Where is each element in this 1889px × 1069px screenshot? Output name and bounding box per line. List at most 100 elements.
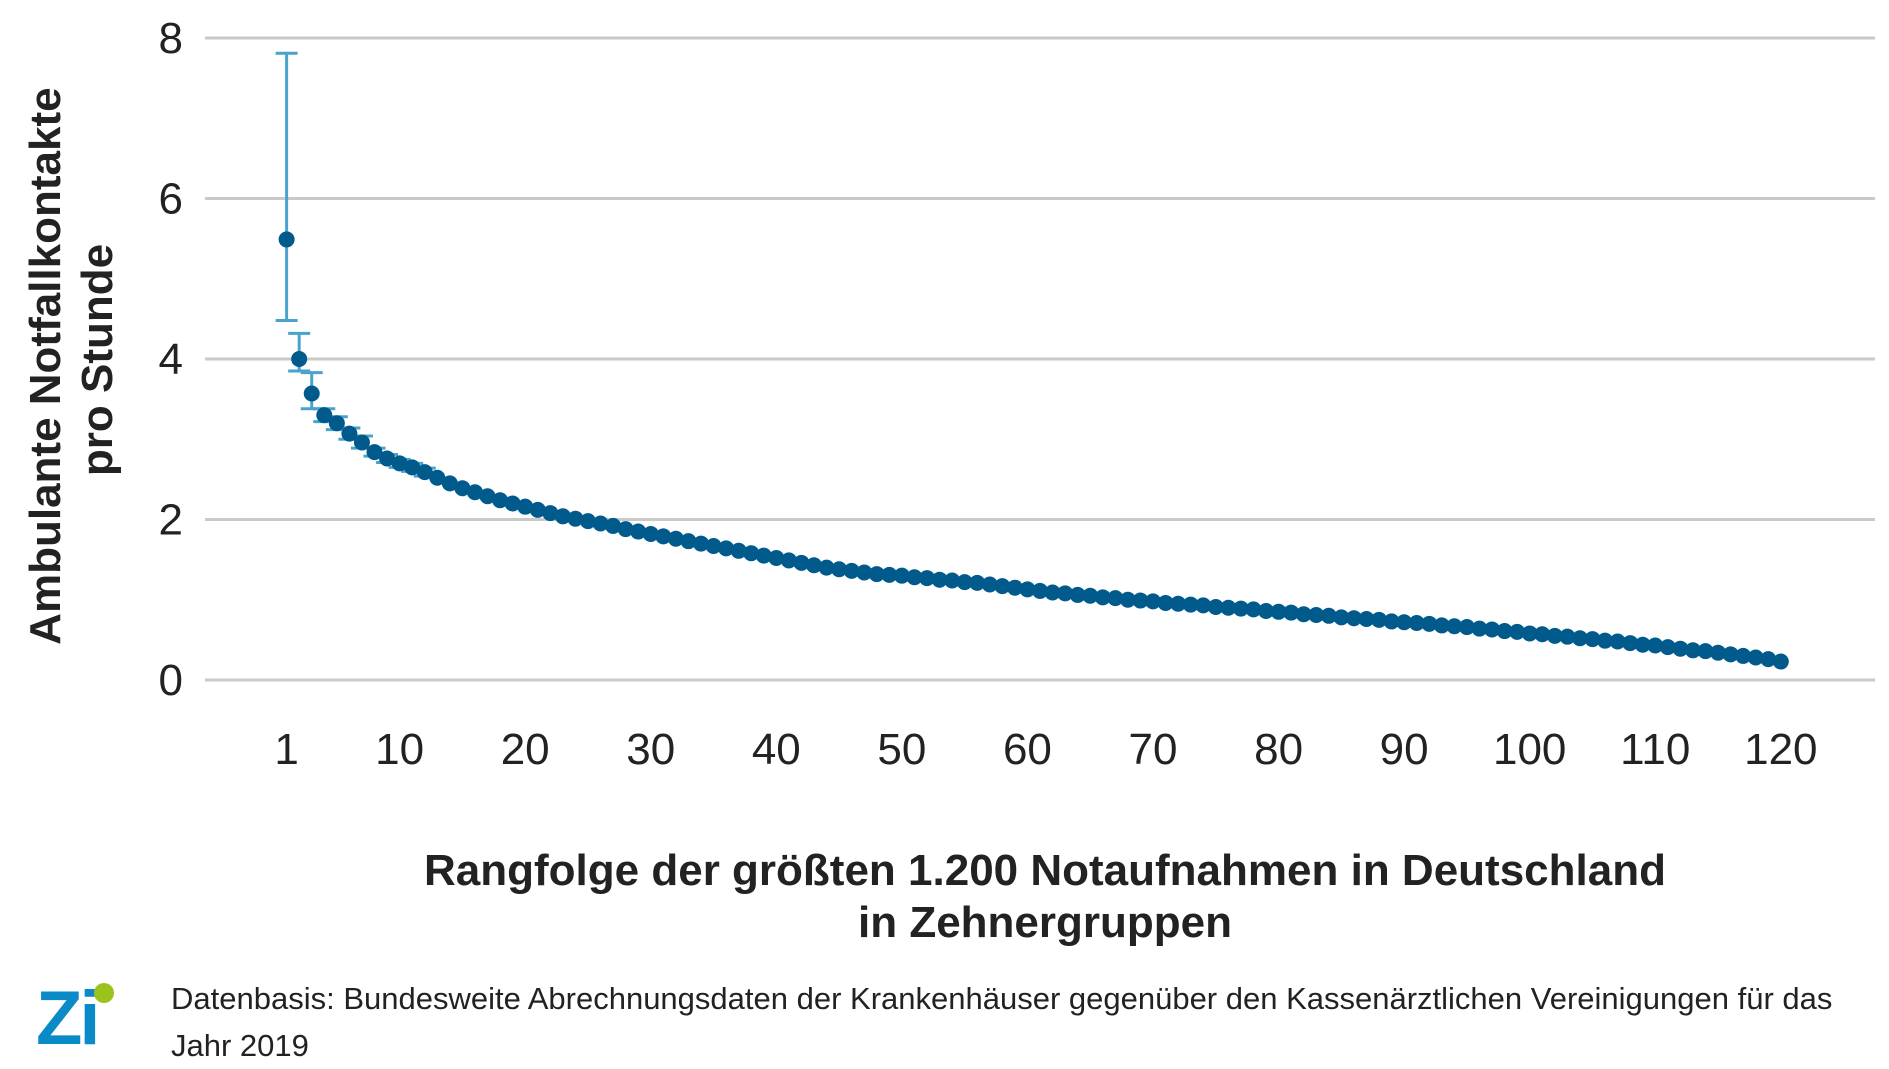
data-point bbox=[1132, 592, 1149, 609]
data-point bbox=[404, 459, 421, 476]
data-point bbox=[755, 547, 772, 564]
data-point bbox=[1082, 587, 1099, 604]
x-tick-label: 70 bbox=[1129, 725, 1178, 774]
zi-logo-text: Zi bbox=[36, 980, 98, 1050]
data-point bbox=[1333, 609, 1350, 626]
data-point bbox=[680, 533, 697, 550]
data-point bbox=[1383, 613, 1400, 630]
x-tick-label: 30 bbox=[626, 725, 675, 774]
y-tick-label: 6 bbox=[159, 175, 183, 224]
data-point bbox=[1308, 606, 1325, 623]
data-point bbox=[1722, 646, 1739, 663]
data-point bbox=[1647, 637, 1664, 654]
data-point bbox=[1270, 603, 1287, 620]
data-point bbox=[567, 510, 584, 527]
x-tick-label: 90 bbox=[1380, 725, 1429, 774]
y-axis-ticks: 0 2 4 6 8 bbox=[159, 14, 183, 705]
data-point bbox=[1057, 585, 1074, 602]
x-tick-label: 40 bbox=[752, 725, 801, 774]
x-tick-label: 120 bbox=[1744, 725, 1817, 774]
data-point bbox=[969, 574, 986, 591]
data-point bbox=[944, 572, 961, 589]
data-point bbox=[793, 554, 810, 571]
data-point bbox=[592, 515, 609, 532]
data-point bbox=[805, 557, 822, 574]
data-point bbox=[1534, 626, 1551, 643]
data-point bbox=[1571, 630, 1588, 647]
x-axis-label: Rangfolge der größten 1.200 Notaufnahmen… bbox=[300, 845, 1790, 949]
data-point bbox=[605, 517, 622, 534]
zi-logo-dot bbox=[94, 983, 114, 1003]
x-tick-label: 50 bbox=[877, 725, 926, 774]
data-point bbox=[529, 501, 546, 518]
data-point bbox=[655, 528, 672, 545]
data-point bbox=[931, 571, 948, 588]
data-point bbox=[1157, 594, 1174, 611]
data-point bbox=[341, 425, 358, 442]
y-axis-label-line-1: Ambulante Notfallkontakte bbox=[21, 87, 70, 644]
data-point bbox=[1484, 621, 1501, 638]
y-tick-label: 8 bbox=[159, 14, 183, 63]
data-point bbox=[818, 559, 835, 576]
x-tick-label: 10 bbox=[375, 725, 424, 774]
data-point bbox=[291, 351, 308, 367]
data-point bbox=[1207, 598, 1224, 615]
data-point bbox=[956, 574, 973, 591]
data-point bbox=[1182, 596, 1199, 613]
data-point bbox=[768, 550, 785, 567]
data-point bbox=[303, 385, 320, 402]
data-point bbox=[617, 521, 634, 538]
source-note: Datenbasis: Bundesweite Abrechnungsdaten… bbox=[171, 981, 1833, 1063]
data-point bbox=[630, 523, 647, 540]
data-point bbox=[1044, 584, 1061, 601]
data-point bbox=[1396, 614, 1413, 631]
data-point bbox=[1170, 595, 1187, 612]
data-point bbox=[1433, 617, 1450, 634]
data-point bbox=[316, 407, 333, 424]
data-point bbox=[981, 576, 998, 593]
x-tick-label: 20 bbox=[501, 725, 550, 774]
data-point bbox=[517, 498, 534, 515]
data-point bbox=[366, 444, 383, 461]
data-point bbox=[906, 569, 923, 586]
x-tick-label: 1 bbox=[274, 725, 298, 774]
y-axis-label: Ambulante Notfallkontakte pro Stunde bbox=[21, 75, 122, 645]
data-point bbox=[1295, 606, 1312, 623]
y-tick-label: 0 bbox=[159, 656, 183, 705]
x-axis-label-line-1: Rangfolge der größten 1.200 Notaufnahmen… bbox=[424, 846, 1666, 895]
data-point bbox=[730, 542, 747, 559]
data-point bbox=[1345, 610, 1362, 627]
data-point bbox=[1107, 590, 1124, 607]
data-point bbox=[692, 535, 709, 552]
data-point bbox=[881, 566, 898, 583]
data-point bbox=[379, 450, 396, 467]
data-point bbox=[918, 570, 935, 587]
data-point bbox=[667, 530, 684, 547]
data-point bbox=[554, 508, 571, 525]
data-point bbox=[1371, 611, 1388, 628]
data-point bbox=[1496, 623, 1513, 640]
data-point bbox=[780, 552, 797, 569]
data-point bbox=[868, 566, 885, 583]
y-axis-label-line-2: pro Stunde bbox=[73, 244, 122, 476]
y-tick-label: 4 bbox=[159, 335, 183, 384]
x-tick-label: 60 bbox=[1003, 725, 1052, 774]
data-point bbox=[278, 231, 295, 248]
data-point bbox=[1735, 647, 1752, 664]
data-point bbox=[1509, 623, 1526, 640]
data-point bbox=[1584, 631, 1601, 648]
data-point bbox=[1421, 615, 1438, 632]
data-point bbox=[328, 415, 345, 432]
data-point bbox=[1119, 591, 1136, 608]
data-point bbox=[1006, 579, 1023, 596]
data-point bbox=[1069, 586, 1086, 603]
zi-logo: Zi bbox=[36, 980, 114, 1050]
data-point bbox=[1546, 627, 1563, 644]
data-point bbox=[504, 495, 521, 512]
data-point bbox=[542, 505, 559, 522]
data-point bbox=[843, 562, 860, 579]
data-point bbox=[1559, 628, 1576, 645]
data-point bbox=[1283, 604, 1300, 621]
data-point bbox=[454, 480, 471, 497]
